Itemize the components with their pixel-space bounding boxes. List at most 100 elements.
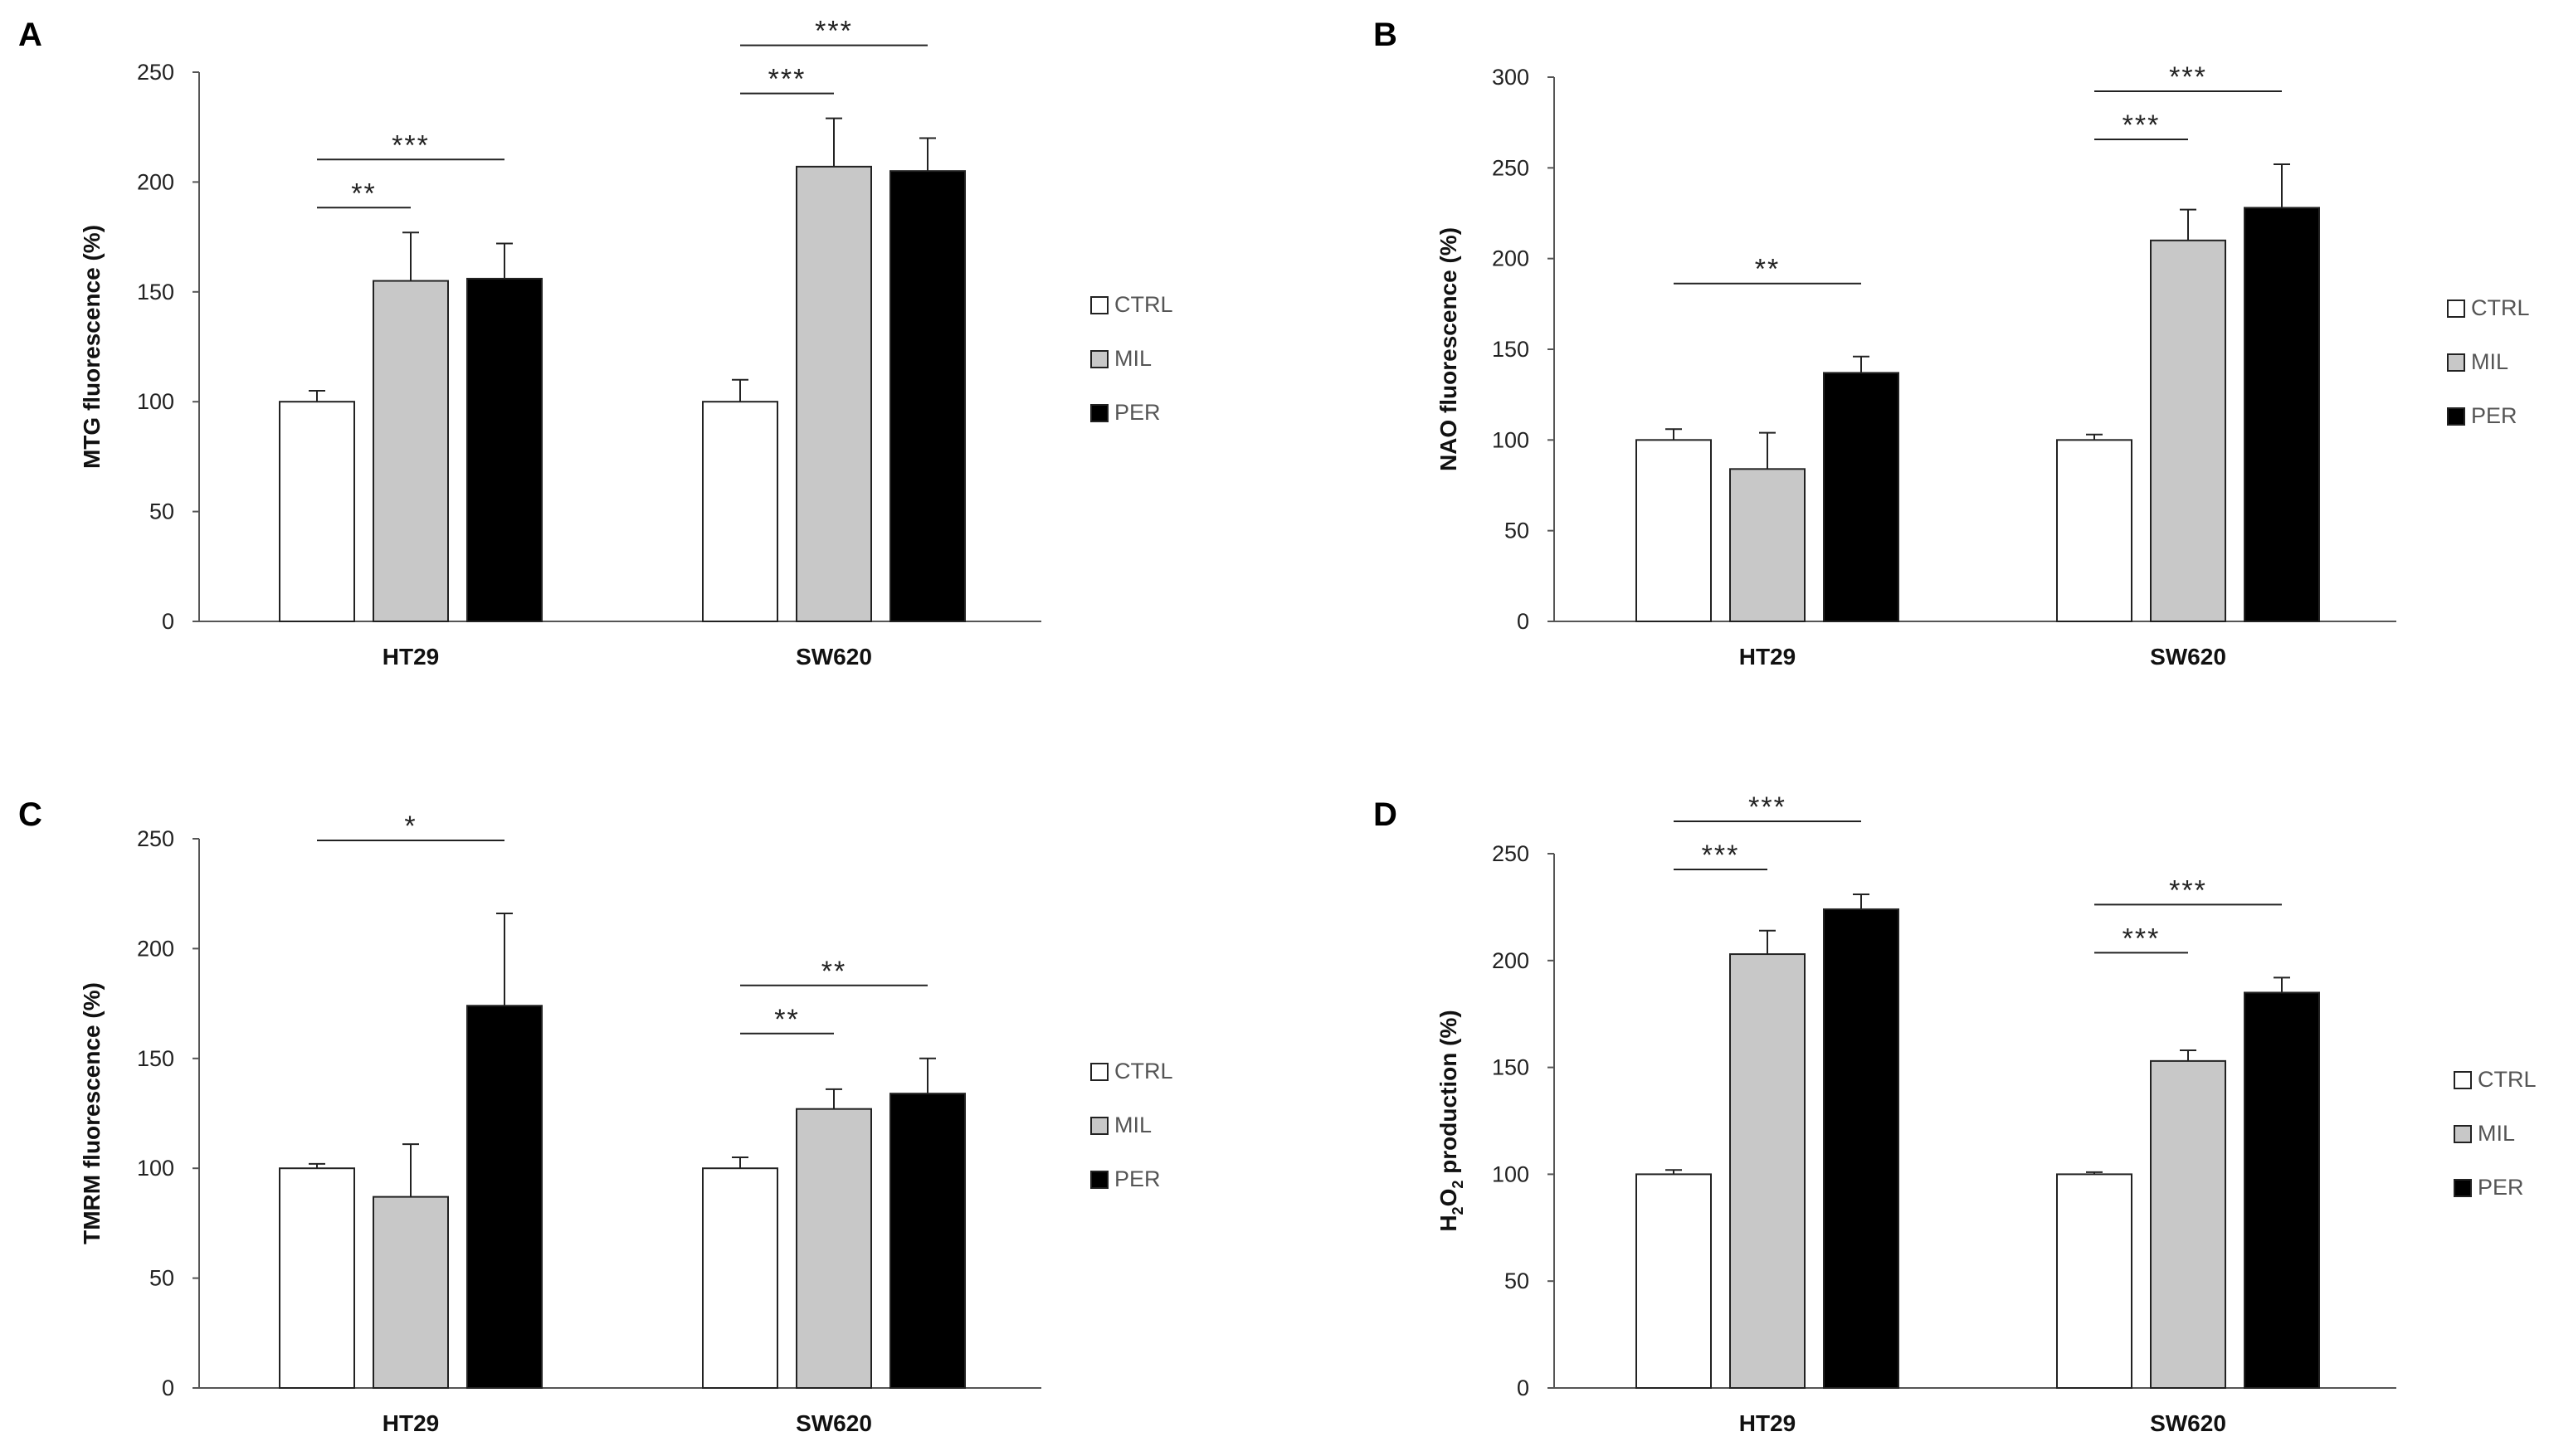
y-axis-label: TMRM fluorescence (%) [79, 982, 105, 1244]
legend-swatch-ctrl [1090, 296, 1109, 314]
x-category-label: HT29 [1739, 1410, 1796, 1436]
y-tick-label: 100 [1492, 427, 1529, 452]
legend-swatch-mil [2447, 353, 2465, 372]
y-tick-label: 150 [1492, 1055, 1529, 1080]
y-tick-label: 150 [137, 1046, 174, 1071]
legend-swatch-mil [1090, 1117, 1109, 1135]
x-category-label: SW620 [796, 1410, 872, 1436]
legend-swatch-mil [1090, 350, 1109, 368]
bar-sw620-per [2244, 991, 2320, 1389]
panel-letter: B [1373, 17, 1397, 53]
significance-label: *** [392, 129, 430, 161]
legend-swatch-per [1090, 1171, 1109, 1189]
y-tick-label: 250 [1492, 841, 1529, 866]
y-axis-label: MTG fluorescence (%) [79, 225, 105, 469]
significance-label: ** [774, 1004, 799, 1035]
panel-C: C 0 50 100 150 200 250 TMRM fluorescence (%) HT2… [18, 796, 1173, 1436]
significance-label: *** [2169, 874, 2207, 906]
bar-ht29-ctrl [1635, 1173, 1712, 1390]
panel-A: A 0 50 100 150 200 250 MTG fluorescence (%) HT29… [18, 16, 1173, 670]
bar-sw620-mil [2150, 1059, 2226, 1389]
y-tick-label: 200 [137, 169, 174, 194]
x-category-label: HT29 [383, 1410, 439, 1436]
bar-ht29-ctrl [279, 1167, 355, 1389]
legend-swatch-ctrl [2447, 299, 2465, 318]
significance-label: ** [351, 178, 376, 209]
bar-sw620-ctrl [2056, 1173, 2132, 1390]
x-category-label: HT29 [1739, 644, 1796, 670]
panel-letter: D [1373, 796, 1397, 833]
y-tick-label: 0 [162, 1376, 174, 1400]
bar-ht29-ctrl [279, 401, 355, 622]
bar-ht29-mil [373, 1195, 449, 1390]
legend-label: CTRL [1114, 292, 1173, 317]
bar-ht29-mil [373, 280, 449, 622]
legend-label: CTRL [2478, 1067, 2537, 1092]
significance-label: *** [2169, 61, 2207, 93]
bar-sw620-mil [2150, 239, 2226, 622]
y-tick-label: 250 [137, 60, 174, 85]
significance-label: *** [1702, 840, 1740, 871]
legend-label: CTRL [1114, 1059, 1173, 1083]
y-label-sub: 2 [1450, 1206, 1466, 1215]
significance-label: *** [768, 64, 807, 95]
bar-sw620-ctrl [702, 1167, 778, 1389]
legend-label: CTRL [2471, 295, 2530, 320]
y-tick-label: 0 [162, 609, 174, 634]
y-tick-label: 250 [1492, 155, 1529, 180]
significance-label: *** [2123, 110, 2161, 141]
legend-label: PER [2478, 1175, 2524, 1200]
x-category-label: SW620 [796, 644, 872, 670]
y-tick-label: 200 [1492, 246, 1529, 271]
bar-ht29-per [1823, 372, 1899, 622]
legend-swatch-per [2447, 407, 2465, 426]
y-tick-label: 50 [1504, 1269, 1529, 1293]
panel-letter: A [18, 17, 42, 53]
y-label-part: production (%) [1435, 1010, 1461, 1180]
bar-ht29-per [1823, 908, 1899, 1389]
y-label-sub: 2 [1450, 1181, 1466, 1189]
bar-sw620-ctrl [702, 401, 778, 622]
panel-B: B 0 50 100 150 200 250 300 NAO fluorescence (%) H… [1373, 17, 2530, 670]
bar-sw620-per [2244, 207, 2320, 622]
y-tick-label: 50 [1504, 519, 1529, 543]
bar-ht29-ctrl [1635, 439, 1712, 622]
bar-ht29-mil [1729, 468, 1806, 622]
panel-letter: C [18, 796, 42, 833]
y-tick-label: 250 [137, 826, 174, 851]
y-tick-label: 0 [1517, 609, 1529, 634]
y-tick-label: 50 [149, 499, 174, 524]
y-tick-label: 150 [1492, 337, 1529, 362]
x-category-label: SW620 [2150, 1410, 2226, 1436]
bar-sw620-per [889, 1093, 966, 1389]
legend-label: MIL [2471, 349, 2508, 374]
legend-swatch-mil [2454, 1125, 2472, 1143]
significance-label: ** [821, 956, 846, 987]
legend-label: MIL [2478, 1121, 2515, 1146]
legend-swatch-ctrl [2454, 1071, 2472, 1089]
legend-label: PER [1114, 400, 1161, 425]
bar-ht29-per [466, 277, 543, 622]
significance-label: * [404, 811, 417, 842]
legend-label: MIL [1114, 1113, 1152, 1137]
legend-label: PER [1114, 1166, 1161, 1191]
y-tick-label: 100 [137, 1156, 174, 1181]
y-tick-label: 200 [1492, 948, 1529, 973]
y-tick-label: 0 [1517, 1376, 1529, 1400]
bar-ht29-per [466, 1005, 543, 1390]
legend-swatch-ctrl [1090, 1063, 1109, 1081]
significance-label: *** [815, 16, 853, 47]
bar-sw620-mil [796, 1108, 872, 1389]
legend-swatch-per [2454, 1179, 2472, 1197]
y-tick-label: 100 [137, 389, 174, 414]
bar-sw620-mil [796, 165, 872, 622]
y-tick-label: 300 [1492, 65, 1529, 90]
x-category-label: HT29 [383, 644, 439, 670]
y-tick-label: 200 [137, 936, 174, 961]
significance-label: *** [1748, 791, 1786, 823]
y-tick-label: 50 [149, 1266, 174, 1291]
legend-label: PER [2471, 403, 2517, 428]
bar-ht29-mil [1729, 953, 1806, 1389]
